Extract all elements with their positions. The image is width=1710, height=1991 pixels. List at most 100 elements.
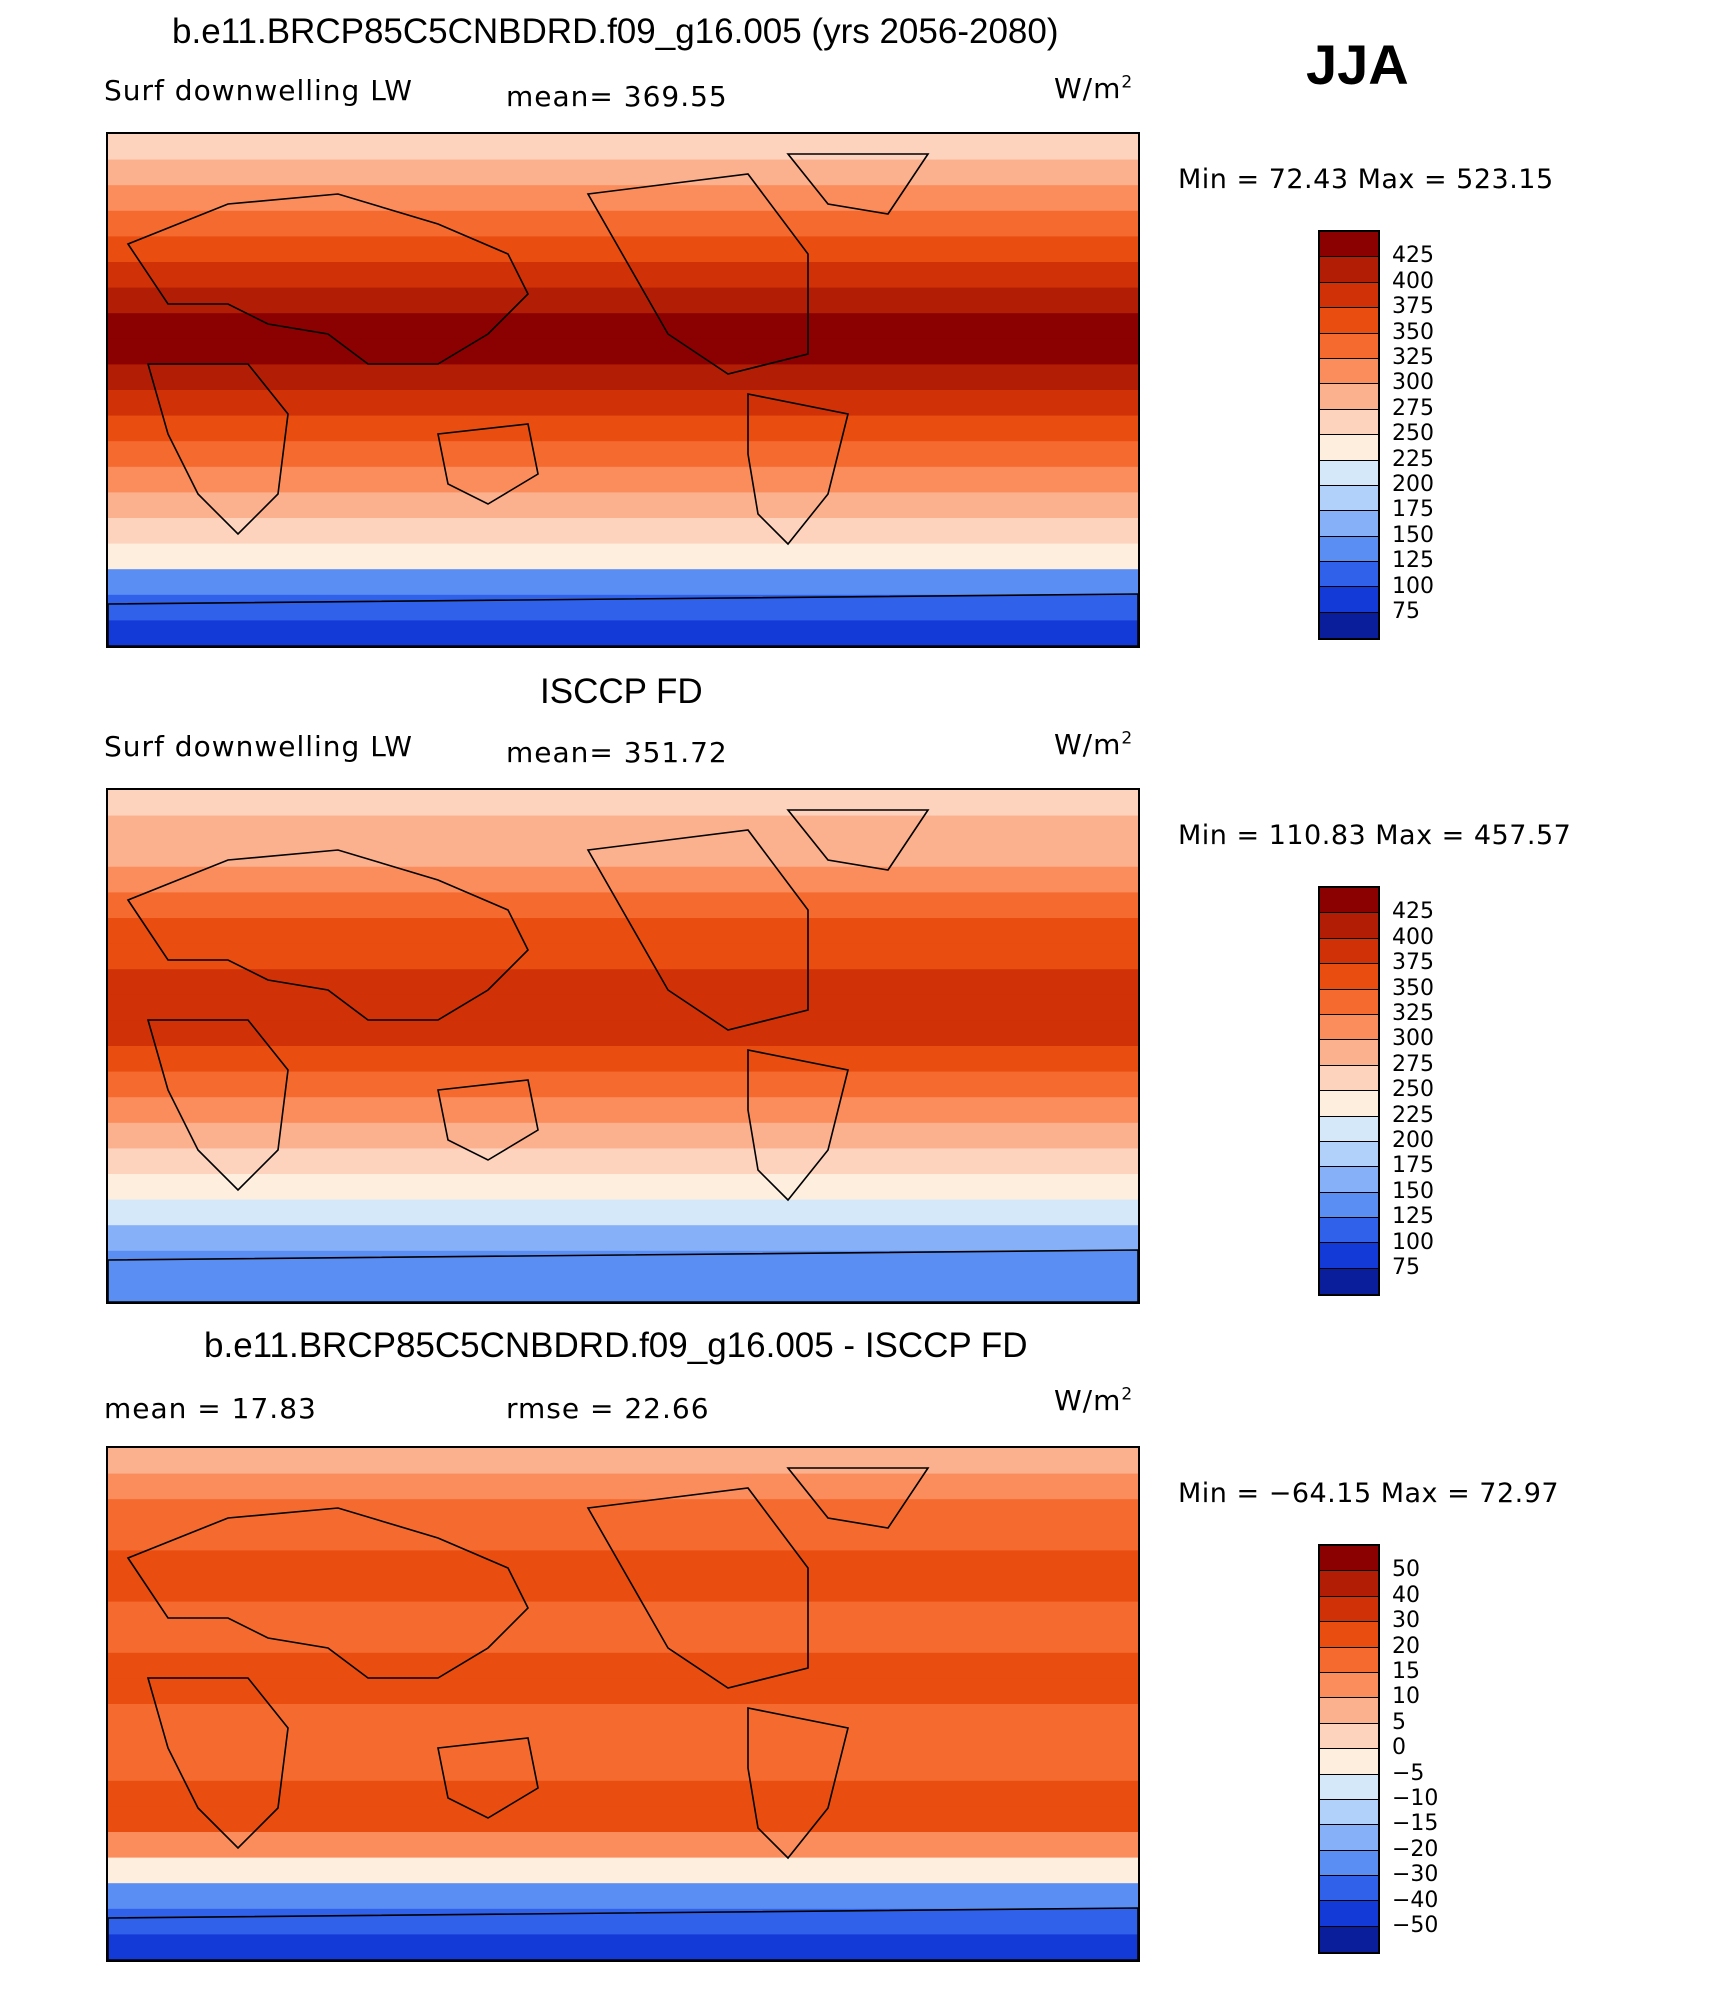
map-field-band — [108, 1601, 1138, 1629]
colorbar-swatch — [1320, 333, 1378, 359]
map-field-band — [108, 1576, 1138, 1603]
coastline — [437, 423, 539, 505]
colorbar-level-label: 100 — [1392, 1229, 1434, 1255]
map-field-band — [108, 415, 1138, 443]
colorbar-swatch — [1320, 1901, 1378, 1927]
colorbar-swatch — [1320, 409, 1378, 436]
colorbar-swatch — [1320, 536, 1378, 563]
map-field-band — [108, 159, 1138, 187]
map-field-band — [108, 1678, 1138, 1705]
colorbar-swatch — [1320, 358, 1378, 385]
colorbar-swatch — [1320, 1825, 1378, 1851]
map-field-band — [108, 492, 1138, 519]
colorbar-level-label: 300 — [1392, 370, 1434, 396]
colorbar-swatch — [1320, 1926, 1378, 1953]
colorbar-level-label: 300 — [1392, 1026, 1434, 1052]
panel2-colorbar — [1318, 886, 1380, 1297]
colorbar-level-label: 225 — [1392, 1102, 1434, 1128]
colorbar-level-label: 250 — [1392, 1077, 1434, 1103]
map-field-band — [108, 969, 1138, 996]
colorbar-level-label: 5 — [1392, 1709, 1406, 1735]
panel2-title: ISCCP FD — [540, 672, 703, 711]
colorbar-level-label: 15 — [1392, 1659, 1420, 1684]
map-field-band — [108, 1097, 1138, 1124]
panel1-mean-label: mean= 369.55 — [506, 80, 728, 113]
map-field-band — [108, 210, 1138, 238]
colorbar-swatch — [1320, 1596, 1378, 1623]
map-field-band — [108, 390, 1138, 417]
map-field-band — [108, 1934, 1138, 1960]
coastline — [786, 1467, 930, 1529]
colorbar-swatch — [1320, 282, 1378, 309]
colorbar-swatch — [1320, 1698, 1378, 1724]
colorbar-swatch — [1320, 1243, 1378, 1269]
map-field-band — [108, 236, 1138, 263]
colorbar-level-label: −40 — [1392, 1887, 1439, 1913]
map-field-band — [108, 866, 1138, 894]
map-field-band — [108, 1071, 1138, 1099]
colorbar-swatch — [1320, 1065, 1378, 1092]
map-field-band — [108, 1806, 1138, 1833]
map-field-band — [108, 1729, 1138, 1757]
coastline — [146, 363, 289, 536]
colorbar-swatch — [1320, 1268, 1378, 1295]
map-field-band — [108, 1448, 1138, 1475]
panel3-map — [106, 1446, 1140, 1962]
colorbar-swatch — [1320, 485, 1378, 512]
map-field-band — [108, 569, 1138, 596]
colorbar-level-label: 0 — [1392, 1735, 1406, 1761]
colorbar-level-label: 125 — [1392, 1204, 1434, 1230]
colorbar-level-label: 40 — [1392, 1582, 1420, 1608]
colorbar-swatch — [1320, 460, 1378, 486]
map-field-band — [108, 313, 1138, 340]
map-field-band — [108, 1780, 1138, 1808]
map-field-band — [108, 1550, 1138, 1577]
panel1-min-max: Min = 72.43 Max = 523.15 — [1178, 164, 1554, 195]
colorbar-level-label: 100 — [1392, 573, 1434, 599]
colorbar-swatch — [1320, 1040, 1378, 1066]
colorbar-swatch — [1320, 1774, 1378, 1800]
map-field-band — [108, 918, 1138, 945]
map-field-band — [108, 1652, 1138, 1680]
map-field-band — [108, 1276, 1138, 1302]
map-field-band — [108, 287, 1138, 315]
colorbar-level-label: −15 — [1392, 1811, 1439, 1837]
map-field-band — [108, 790, 1138, 817]
colorbar-swatch — [1320, 511, 1378, 537]
colorbar-level-label: −10 — [1392, 1786, 1439, 1811]
panel3-map-field — [108, 1448, 1138, 1960]
coastline — [108, 593, 1138, 646]
colorbar-swatch — [1320, 1141, 1378, 1168]
colorbar-level-label: 75 — [1392, 1255, 1420, 1280]
colorbar-level-label: 350 — [1392, 319, 1434, 345]
map-field-band — [108, 1122, 1138, 1150]
coastline — [146, 1019, 289, 1192]
map-field-band — [108, 543, 1138, 571]
colorbar-swatch — [1320, 1218, 1378, 1244]
colorbar-level-label: 150 — [1392, 1178, 1434, 1204]
coastline — [126, 193, 529, 365]
colorbar-swatch — [1320, 1192, 1378, 1219]
colorbar-swatch — [1320, 1876, 1378, 1902]
map-field-band — [108, 815, 1138, 843]
map-field-band — [108, 1704, 1138, 1731]
colorbar-level-label: 225 — [1392, 446, 1434, 472]
colorbar-swatch — [1320, 257, 1378, 283]
colorbar-level-label: 175 — [1392, 1153, 1434, 1179]
panel2-unit-label: W/m2 — [1054, 728, 1134, 761]
colorbar-swatch — [1320, 1014, 1378, 1041]
colorbar-level-label: 425 — [1392, 243, 1434, 269]
colorbar-level-label: 425 — [1392, 899, 1434, 925]
colorbar-swatch — [1320, 1850, 1378, 1877]
coastline — [437, 1737, 539, 1819]
colorbar-swatch — [1320, 587, 1378, 613]
panel1-unit-label: W/m2 — [1054, 72, 1134, 105]
colorbar-level-label: 325 — [1392, 345, 1434, 370]
panel3-title: b.e11.BRCP85C5CNBDRD.f09_g16.005 - ISCCP… — [204, 1326, 1028, 1365]
panel3-mean-label: mean = 17.83 — [104, 1392, 317, 1425]
map-field-band — [108, 262, 1138, 289]
colorbar-level-label: 400 — [1392, 268, 1434, 294]
map-field-band — [108, 364, 1138, 391]
colorbar-level-label: 400 — [1392, 924, 1434, 950]
map-field-band — [108, 1524, 1138, 1552]
